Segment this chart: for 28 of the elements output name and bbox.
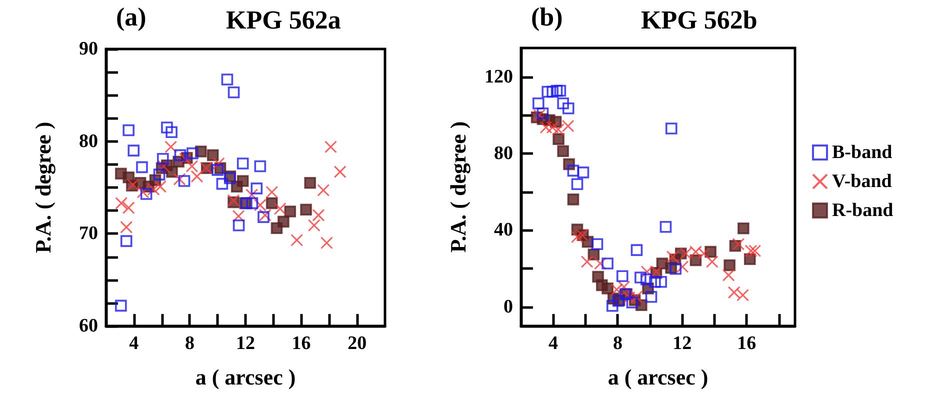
x-tick-label: 12 <box>236 333 255 354</box>
y-tick-label: 60 <box>79 316 98 336</box>
x-tick-label: 20 <box>348 333 367 354</box>
y-tick-label: 80 <box>494 142 513 164</box>
legend-label: B-band <box>832 142 893 163</box>
y-tick-label: 0 <box>504 296 513 318</box>
x-tick-label: 16 <box>737 333 756 354</box>
y-tick-label: 40 <box>494 220 513 241</box>
y-tick-label: 90 <box>79 38 98 60</box>
x-tick-label: 12 <box>672 333 692 354</box>
chart-title: KPG 562b <box>641 6 758 34</box>
x-tick-label: 8 <box>184 333 194 354</box>
y-axis-title: P.A. ( degree ) <box>446 121 470 253</box>
legend-label: V-band <box>832 171 892 192</box>
y-axis-title: P.A. ( degree ) <box>30 122 56 254</box>
y-tick-label: 70 <box>79 223 98 244</box>
text: (b) <box>531 2 563 32</box>
text: (a) <box>116 2 146 32</box>
x-tick-label: 4 <box>129 333 140 354</box>
chart-title: KPG 562a <box>226 6 341 34</box>
y-tick-label: 120 <box>484 66 513 88</box>
y-tick-label: 80 <box>79 130 98 152</box>
legend-label: R-band <box>832 200 894 221</box>
x-tick-label: 16 <box>292 333 311 354</box>
x-tick-label: 8 <box>612 333 622 354</box>
x-axis-title: a ( arcsec ) <box>195 364 296 390</box>
x-axis-title: a ( arcsec ) <box>608 364 708 390</box>
x-tick-label: 4 <box>548 333 558 354</box>
